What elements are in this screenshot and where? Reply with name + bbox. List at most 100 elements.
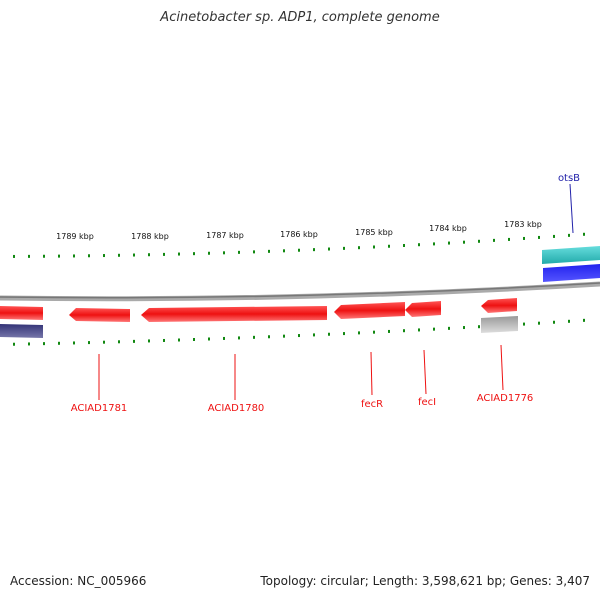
genome-backbone-line (0, 282, 600, 299)
lower-minor-tick (148, 339, 150, 343)
blue-feature-track (543, 264, 600, 282)
gene-fecr (334, 302, 405, 319)
upper-minor-tick (448, 241, 450, 245)
upper-minor-tick (523, 236, 525, 240)
lower-minor-tick (343, 332, 345, 336)
upper-minor-tick (478, 239, 480, 243)
gene-aciad1781 (69, 308, 130, 322)
accession-text: Accession: NC_005966 (10, 574, 147, 588)
upper-minor-tick (313, 248, 315, 252)
lower-minor-tick (388, 329, 390, 333)
gene-label-aciad1781: ACIAD1781 (71, 403, 128, 414)
genome-backbone (0, 281, 600, 302)
upper-minor-tick (433, 242, 435, 246)
lower-minor-tick (298, 334, 300, 338)
upper-minor-tick (358, 246, 360, 250)
lower-minor-tick (163, 338, 165, 342)
lower-minor-tick (373, 330, 375, 334)
gene-label-fecr: fecR (361, 399, 383, 410)
lower-minor-tick (283, 334, 285, 338)
lower-minor-tick (73, 341, 75, 345)
upper-minor-tick (283, 249, 285, 253)
upper-minor-tick (553, 234, 555, 238)
upper-minor-tick (508, 237, 510, 241)
upper-minor-tick (403, 243, 405, 247)
upper-minor-tick (583, 232, 585, 236)
scale-label-1787: 1787 kbp (206, 231, 244, 240)
upper-minor-tick (538, 235, 540, 239)
gene-label-otsb: otsB (558, 173, 580, 184)
lower-minor-tick (13, 342, 15, 346)
lower-scale-ticks (13, 318, 585, 346)
scale-label-1789: 1789 kbp (56, 232, 94, 241)
upper-minor-tick (238, 250, 240, 254)
upper-minor-tick (463, 240, 465, 244)
upper-minor-tick (193, 252, 195, 256)
lower-minor-tick (118, 340, 120, 344)
lower-minor-tick (403, 329, 405, 333)
gene-aciad1780 (141, 306, 327, 322)
upper-scale-ticks (13, 232, 585, 258)
gene-left-partial (0, 306, 43, 320)
otsb-leader-line (569, 183, 574, 234)
upper-minor-tick (133, 253, 135, 257)
upper-minor-tick (268, 249, 270, 253)
lower-minor-tick (58, 341, 60, 345)
upper-minor-tick (373, 245, 375, 249)
scale-label-1784: 1784 kbp (429, 224, 467, 233)
upper-minor-tick (328, 247, 330, 251)
upper-minor-tick (253, 250, 255, 254)
upper-minor-tick (73, 254, 75, 258)
cyan-feature-track (542, 246, 600, 264)
lower-minor-tick (463, 326, 465, 330)
lower-minor-tick (328, 332, 330, 336)
lower-minor-tick (268, 335, 270, 339)
upper-minor-tick (208, 251, 210, 255)
upper-minor-tick (58, 254, 60, 258)
navy-feature-track (0, 324, 43, 338)
lower-minor-tick (358, 331, 360, 335)
lower-minor-tick (313, 333, 315, 337)
lower-minor-tick (238, 336, 240, 340)
fecr-leader-line (370, 351, 373, 396)
upper-minor-tick (178, 252, 180, 256)
scale-label-1786: 1786 kbp (280, 230, 318, 239)
lower-minor-tick (538, 321, 540, 325)
upper-minor-tick (88, 254, 90, 258)
upper-minor-tick (103, 254, 105, 258)
upper-minor-tick (568, 233, 570, 237)
lower-minor-tick (28, 342, 30, 346)
gene-label-feci: fecI (418, 397, 436, 408)
genome-title: Acinetobacter sp. ADP1, complete genome (160, 10, 440, 25)
lower-minor-tick (418, 328, 420, 332)
upper-minor-tick (298, 248, 300, 252)
lower-minor-tick (253, 335, 255, 339)
lower-minor-tick (193, 338, 195, 342)
gene-feci (405, 301, 441, 317)
lower-minor-tick (448, 326, 450, 330)
scale-label-1785: 1785 kbp (355, 228, 393, 237)
upper-minor-tick (163, 252, 165, 256)
lower-minor-tick (88, 341, 90, 345)
upper-minor-tick (343, 246, 345, 250)
upper-minor-tick (28, 254, 30, 258)
upper-minor-tick (43, 254, 45, 258)
lower-minor-tick (208, 337, 210, 341)
lower-minor-tick (523, 322, 525, 326)
lower-minor-tick (103, 340, 105, 344)
lower-minor-tick (568, 319, 570, 323)
upper-minor-tick (223, 251, 225, 255)
lower-minor-tick (178, 338, 180, 342)
upper-minor-tick (118, 253, 120, 257)
upper-minor-tick (493, 238, 495, 242)
lower-minor-tick (583, 318, 585, 322)
lower-minor-tick (133, 339, 135, 343)
scale-label-1788: 1788 kbp (131, 232, 169, 241)
gene-label-aciad1776: ACIAD1776 (477, 393, 534, 404)
lower-minor-tick (478, 325, 480, 329)
genome-summary-text: Topology: circular; Length: 3,598,621 bp… (260, 574, 590, 588)
lower-minor-tick (223, 336, 225, 340)
feci-leader-line (423, 349, 427, 395)
gene-aciad1776 (481, 298, 517, 313)
